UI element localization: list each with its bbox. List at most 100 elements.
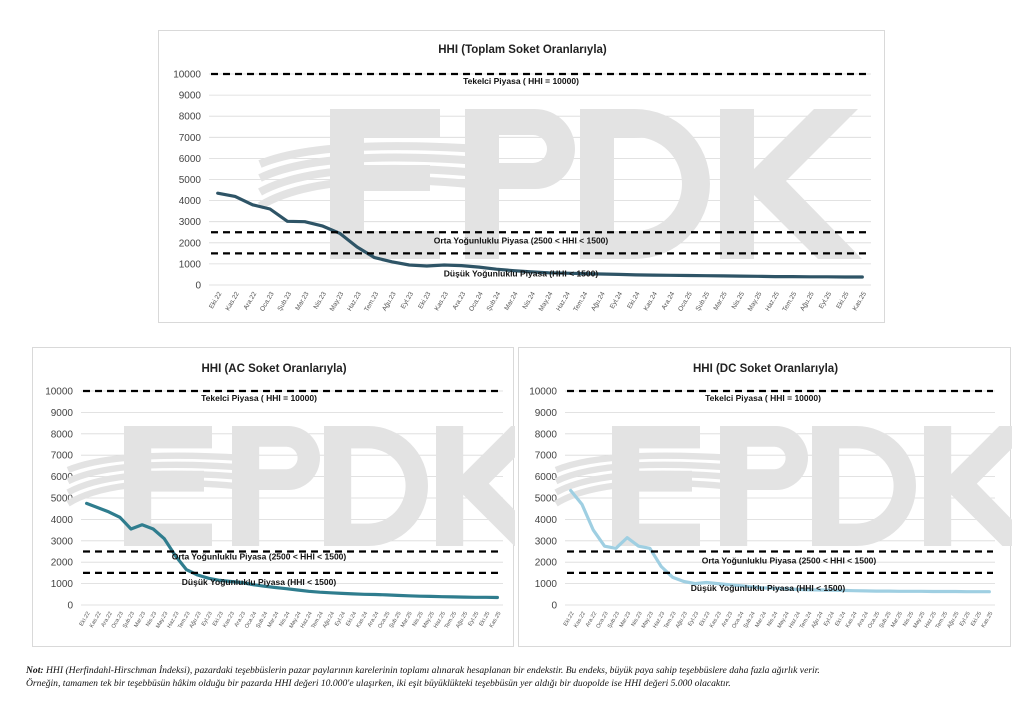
x-tick-label: Eki.23 <box>417 291 432 311</box>
x-tick-label: Tem.24 <box>572 291 589 314</box>
chart-title: HHI (DC Soket Oranlarıyla) <box>693 363 838 375</box>
y-tick-label: 0 <box>551 601 557 612</box>
x-tick-label: Eyl.24 <box>609 291 624 311</box>
chart-panel-ac: HHI (AC Soket Oranlarıyla) 0 1000 2000 3000 4… <box>32 347 515 647</box>
y-tick-label: 5000 <box>179 175 202 186</box>
reference-line-label: Düşük Yoğunluklu Piyasa (HHI < 1500) <box>182 577 337 587</box>
y-tick-label: 5000 <box>535 494 558 505</box>
epdk-watermark-0 <box>257 109 862 259</box>
chart-dc: HHI (DC Soket Oranlarıyla) 0 1000 2000 3000 4… <box>529 363 1012 630</box>
footnote: Not: HHI (Herfindahl-Hirschman İndeksi),… <box>26 665 1011 690</box>
series-line <box>569 488 991 594</box>
series-line <box>216 191 864 279</box>
x-tick-label: Ara.22 <box>243 291 259 312</box>
y-tick-label: 0 <box>195 281 201 292</box>
x-tick-label: Mar.24 <box>503 291 519 312</box>
chart-panel-dc: HHI (DC Soket Oranlarıyla) 0 1000 2000 3000 4… <box>518 347 1012 647</box>
reference-line-label: Orta Yoğunluklu Piyasa (2500 < HHI < 150… <box>702 556 877 566</box>
x-tick-label: Şub.23 <box>277 291 294 313</box>
x-tick-label: Ara.24 <box>661 291 677 312</box>
y-tick-label: 0 <box>67 601 73 612</box>
reference-line-label: Tekelci Piyasa ( HHI = 10000) <box>705 393 821 403</box>
x-tick-label: Haz.24 <box>555 291 572 313</box>
x-tick-label: Eyl.23 <box>400 291 415 311</box>
x-tick-label: Tem.25 <box>781 291 798 314</box>
chart-title: HHI (AC Soket Oranlarıyla) <box>201 363 346 375</box>
y-tick-label: 3000 <box>51 536 74 547</box>
chart-title: HHI (Toplam Soket Oranlarıyla) <box>438 44 607 56</box>
x-tick-label: Eyl.25 <box>818 291 833 311</box>
x-tick-label: Oca.25 <box>677 291 694 313</box>
y-tick-label: 4000 <box>51 515 74 526</box>
chart-panel-total: HHI (Toplam Soket Oranlarıyla) 0 1000 2000 3… <box>158 30 885 323</box>
y-tick-label: 10000 <box>529 387 557 398</box>
x-tick-label: Ağu.23 <box>381 291 398 313</box>
chart-ac: HHI (AC Soket Oranlarıyla) 0 1000 2000 3000 4… <box>45 363 515 630</box>
y-tick-label: 6000 <box>51 472 74 483</box>
chart-total: HHI (Toplam Soket Oranlarıyla) 0 1000 2000 3… <box>173 44 871 314</box>
reference-line-label: Tekelci Piyasa ( HHI = 10000) <box>201 393 317 403</box>
y-tick-label: 5000 <box>51 494 74 505</box>
y-tick-label: 8000 <box>51 429 74 440</box>
x-tick-label: Tem.23 <box>363 291 380 314</box>
x-tick-label: Ağu.24 <box>590 291 607 313</box>
x-tick-label: Nis.25 <box>731 291 747 311</box>
reference-line-label: Tekelci Piyasa ( HHI = 10000) <box>463 76 579 86</box>
reference-line-label: Orta Yoğunluklu Piyasa (2500 < HHI < 150… <box>172 552 347 562</box>
y-tick-label: 2000 <box>51 558 74 569</box>
y-tick-label: 10000 <box>45 387 73 398</box>
y-tick-label: 3000 <box>535 536 558 547</box>
x-tick-label: May.25 <box>747 291 764 313</box>
y-tick-label: 1000 <box>51 579 74 590</box>
reference-line-label: Düşük Yoğunluklu Piyasa (HHI < 1500) <box>691 583 846 593</box>
y-tick-label: 4000 <box>179 196 202 207</box>
x-tick-label: May.24 <box>538 291 555 313</box>
y-tick-label: 9000 <box>535 408 558 419</box>
footnote-text-1: HHI (Herfindahl-Hirschman İndeksi), paza… <box>46 665 820 676</box>
x-tick-label: Mar.25 <box>713 291 729 312</box>
x-tick-label: Ağu.25 <box>799 291 816 313</box>
x-tick-label: Mar.23 <box>294 291 310 312</box>
y-tick-label: 1000 <box>179 259 202 270</box>
y-tick-label: 7000 <box>51 451 74 462</box>
y-tick-label: 4000 <box>535 515 558 526</box>
x-tick-label: Şub.25 <box>695 291 712 313</box>
x-tick-label: Nis.23 <box>313 291 329 311</box>
epdk-watermark-2 <box>554 426 1012 546</box>
y-tick-label: 6000 <box>535 472 558 483</box>
y-tick-label: 7000 <box>535 451 558 462</box>
y-tick-label: 6000 <box>179 154 202 165</box>
y-tick-label: 2000 <box>535 558 558 569</box>
y-tick-label: 8000 <box>535 429 558 440</box>
footnote-line-2: Örneğin, tamamen tek bir teşebbüsün hâki… <box>26 677 731 689</box>
x-tick-label: Kas.22 <box>225 291 241 313</box>
x-tick-label: Kas.24 <box>643 291 659 313</box>
x-tick-label: Mar.23 <box>619 611 633 629</box>
x-tick-label: Mar.25 <box>890 611 904 629</box>
y-tick-label: 1000 <box>535 579 558 590</box>
y-tick-label: 3000 <box>179 217 202 228</box>
series-line <box>84 501 499 600</box>
epdk-watermark-1 <box>66 426 515 546</box>
x-tick-label: Eki.22 <box>208 291 223 311</box>
x-tick-label: May.23 <box>329 291 346 313</box>
x-tick-label: Oca.24 <box>468 291 485 313</box>
x-tick-label: Eki.24 <box>626 291 641 311</box>
footnote-line-1: Not: HHI (Herfindahl-Hirschman İndeksi),… <box>26 665 1011 678</box>
x-tick-label: Mar.24 <box>754 611 768 629</box>
y-tick-label: 7000 <box>179 133 202 144</box>
y-tick-label: 10000 <box>173 70 201 81</box>
y-tick-label: 9000 <box>179 91 202 102</box>
x-tick-label: Kas.23 <box>434 291 450 313</box>
y-tick-label: 2000 <box>179 238 202 249</box>
footnote-label: Not: <box>26 665 44 676</box>
x-tick-label: Ara.23 <box>452 291 468 312</box>
x-tick-label: Nis.24 <box>522 291 538 311</box>
x-tick-label: Kas.25 <box>852 291 868 313</box>
x-tick-label: Eki.25 <box>835 291 850 311</box>
x-tick-label: Haz.25 <box>764 291 781 313</box>
x-tick-label: Oca.23 <box>259 291 276 313</box>
y-tick-label: 9000 <box>51 408 74 419</box>
reference-line-label: Orta Yoğunluklu Piyasa (2500 < HHI < 150… <box>434 235 609 245</box>
x-tick-label: Şub.24 <box>486 291 503 313</box>
